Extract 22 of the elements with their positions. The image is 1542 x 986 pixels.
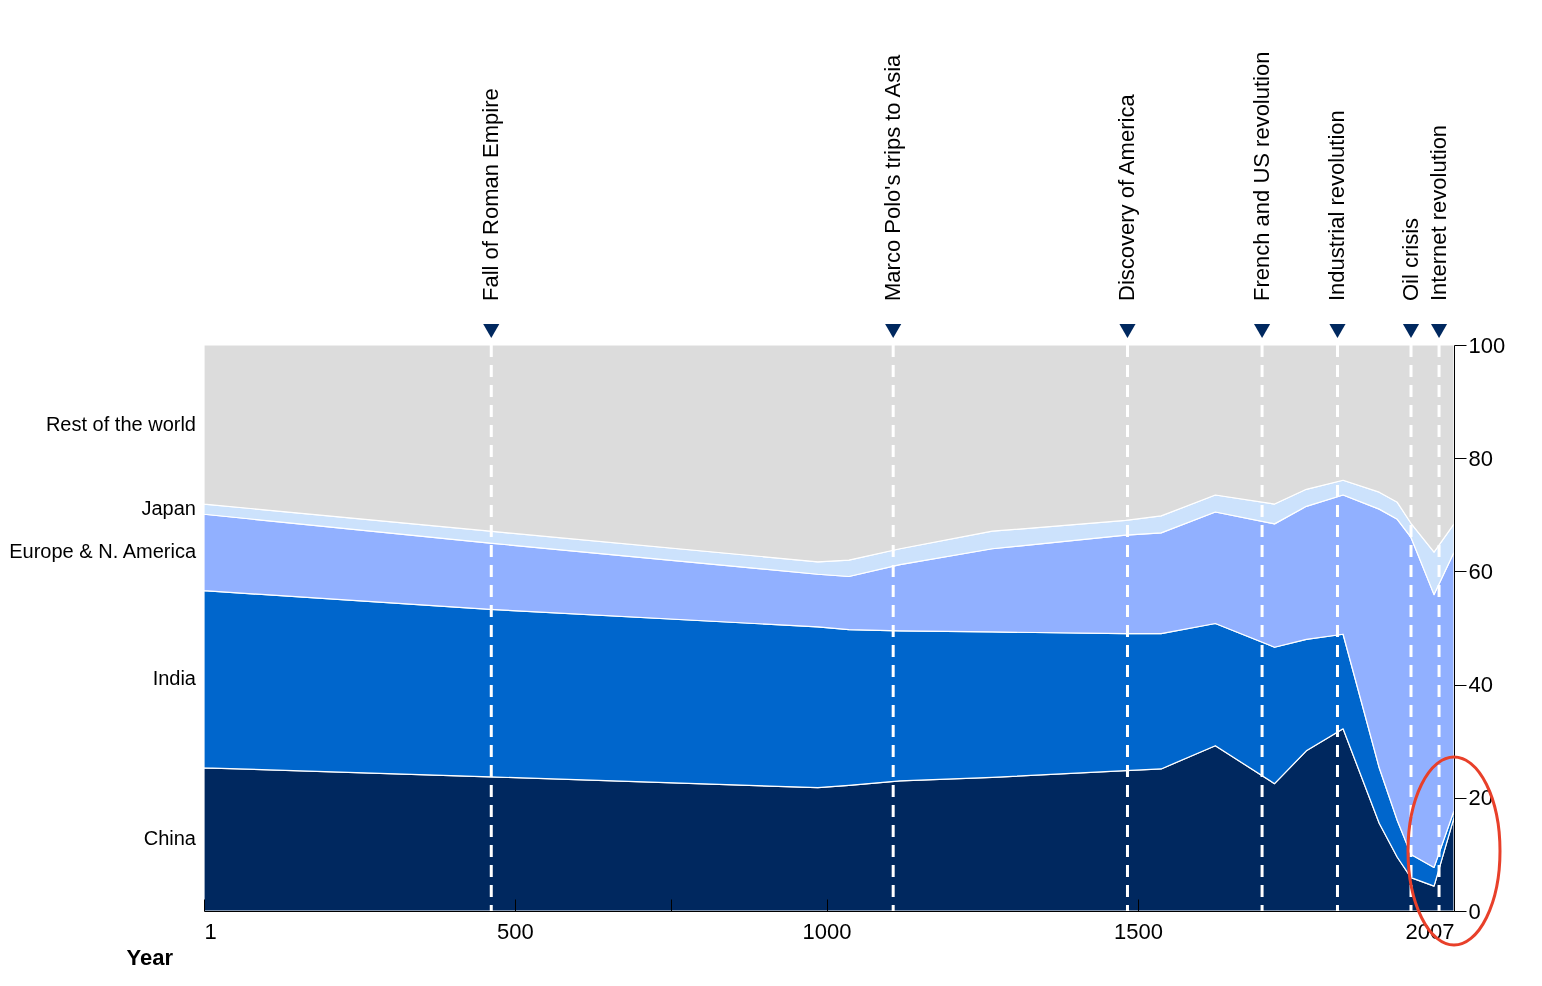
y-tick-label: 60: [1468, 558, 1493, 584]
ref-line-label: Internet revolution: [1426, 124, 1452, 301]
x-tick-label: 1000: [802, 918, 852, 944]
series-label: Japan: [141, 497, 196, 520]
ref-line-label: Oil crisis: [1398, 217, 1423, 301]
ref-line-label: Industrial revolution: [1324, 110, 1350, 301]
series-label: China: [143, 827, 197, 850]
series-label: Rest of the world: [45, 412, 196, 435]
ref-line-label: Discovery of America: [1114, 93, 1140, 301]
series-label: India: [152, 667, 197, 690]
x-axis-title: Year: [126, 944, 174, 970]
ref-line-label: Marco Polo's trips to Asia: [880, 53, 906, 301]
series-label: Europe & N. America: [9, 540, 197, 563]
y-tick-label: 0: [1468, 898, 1481, 924]
y-tick-label: 40: [1468, 672, 1493, 698]
y-tick-label: 100: [1468, 332, 1506, 358]
ref-line-label: French and US revolution: [1249, 51, 1275, 301]
ref-line-label: Fall of Roman Empire: [478, 88, 504, 301]
y-tick-label: 80: [1468, 445, 1493, 471]
x-tick-label: 1500: [1114, 918, 1164, 944]
x-tick-label: 1: [204, 918, 217, 944]
x-tick-label: 500: [497, 918, 534, 944]
